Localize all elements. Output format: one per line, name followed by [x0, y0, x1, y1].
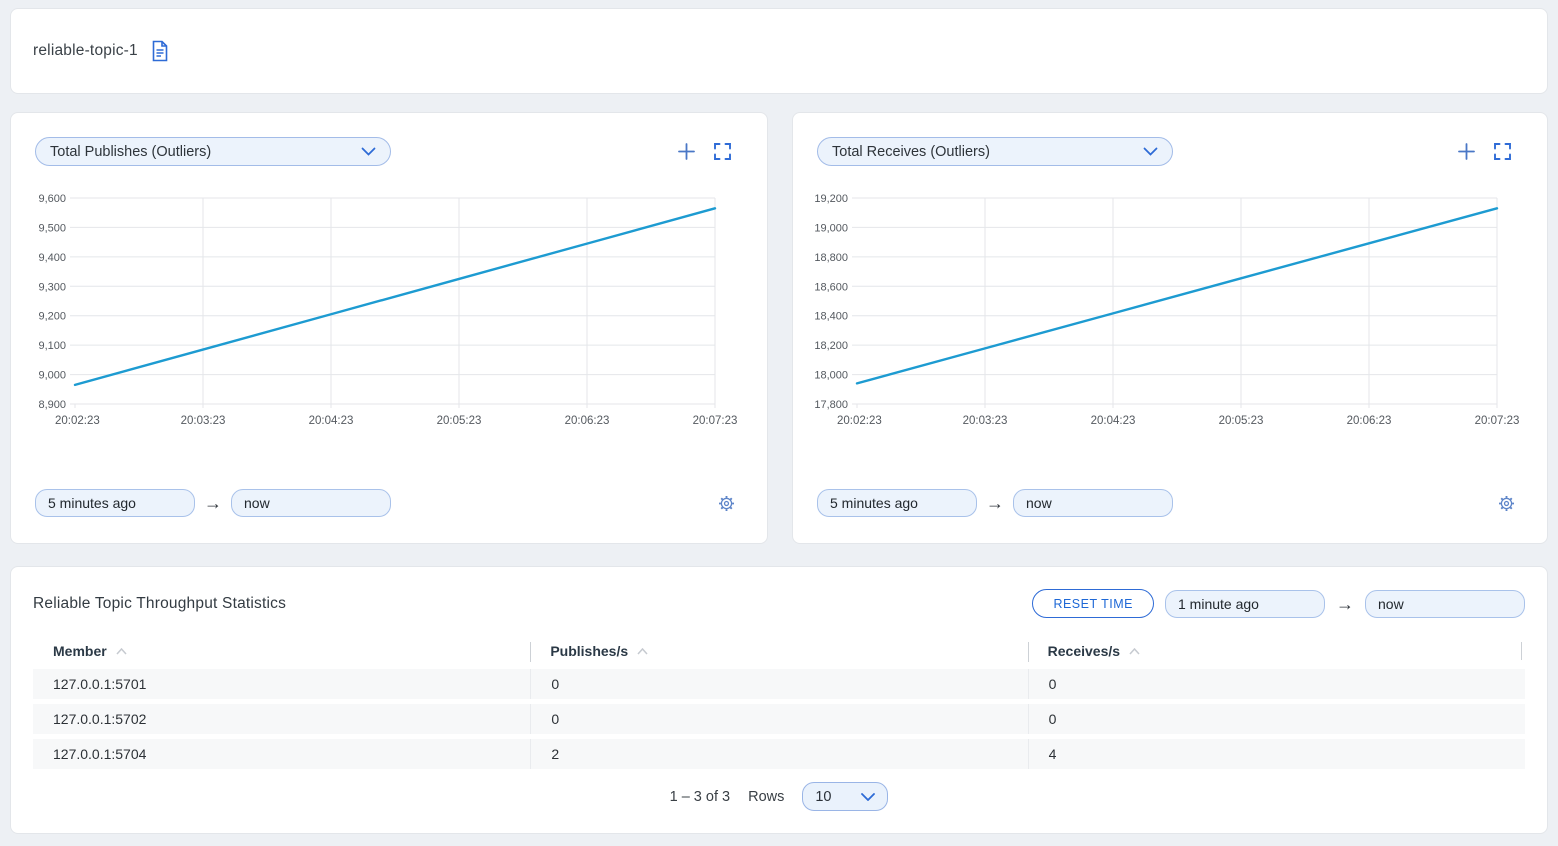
- svg-text:20:04:23: 20:04:23: [309, 415, 354, 427]
- time-from-input[interactable]: [35, 489, 195, 517]
- sort-caret-icon: [116, 647, 127, 655]
- svg-text:17,800: 17,800: [814, 399, 848, 411]
- chevron-down-icon: [861, 792, 876, 801]
- member-cell: 127.0.0.1:5704: [53, 746, 147, 762]
- svg-text:20:02:23: 20:02:23: [837, 415, 882, 427]
- svg-text:9,000: 9,000: [38, 370, 66, 382]
- add-chart-icon[interactable]: [678, 143, 695, 160]
- column-header-label: Publishes/s: [550, 643, 629, 659]
- table-row[interactable]: 127.0.0.1:5704 2 4: [33, 739, 1525, 769]
- svg-text:18,200: 18,200: [814, 340, 848, 352]
- svg-text:19,200: 19,200: [814, 193, 848, 205]
- fullscreen-icon[interactable]: [1494, 143, 1511, 160]
- chart-actions: [678, 143, 743, 160]
- add-chart-icon[interactable]: [1458, 143, 1475, 160]
- svg-text:9,300: 9,300: [38, 281, 66, 293]
- metric-select-label: Total Publishes (Outliers): [50, 143, 212, 160]
- svg-text:9,100: 9,100: [38, 340, 66, 352]
- table-controls: RESET TIME →: [1032, 589, 1525, 618]
- svg-text:20:07:23: 20:07:23: [1475, 415, 1520, 427]
- metric-select-publishes[interactable]: Total Publishes (Outliers): [35, 137, 391, 166]
- fullscreen-icon[interactable]: [714, 143, 731, 160]
- pagination-range: 1 – 3 of 3: [669, 788, 731, 805]
- svg-text:20:07:23: 20:07:23: [693, 415, 738, 427]
- topic-header-card: reliable-topic-1: [10, 8, 1548, 94]
- chevron-down-icon: [1143, 147, 1158, 156]
- settings-icon[interactable]: [718, 495, 735, 512]
- table-row[interactable]: 127.0.0.1:5701 0 0: [33, 669, 1525, 699]
- table-top-row: Reliable Topic Throughput Statistics RES…: [33, 589, 1525, 618]
- svg-text:20:03:23: 20:03:23: [963, 415, 1008, 427]
- metric-select-label: Total Receives (Outliers): [832, 143, 990, 160]
- table-row[interactable]: 127.0.0.1:5702 0 0: [33, 704, 1525, 734]
- svg-text:8,900: 8,900: [38, 399, 66, 411]
- reset-time-button[interactable]: RESET TIME: [1032, 589, 1154, 618]
- svg-text:9,500: 9,500: [38, 222, 66, 234]
- page-title: reliable-topic-1: [33, 42, 138, 59]
- receives-cell: 4: [1027, 739, 1525, 769]
- rows-per-page-select[interactable]: 10: [802, 782, 889, 811]
- publishes-line-chart: 8,900 9,000 9,100 9,200 9,300 9,400 9,500 9,600…: [38, 193, 738, 427]
- arrow-right-icon: →: [1336, 593, 1354, 614]
- chevron-down-icon: [361, 147, 376, 156]
- column-header-member[interactable]: Member: [33, 643, 530, 659]
- time-to-input[interactable]: [1013, 489, 1173, 517]
- publishes-cell: 0: [530, 704, 1027, 734]
- svg-text:20:06:23: 20:06:23: [1347, 415, 1392, 427]
- receives-cell: 0: [1027, 669, 1525, 699]
- time-from-input[interactable]: [817, 489, 977, 517]
- metric-select-receives[interactable]: Total Receives (Outliers): [817, 137, 1173, 166]
- publishes-selector-row: Total Publishes (Outliers): [35, 137, 743, 166]
- svg-text:18,000: 18,000: [814, 370, 848, 382]
- svg-text:19,000: 19,000: [814, 222, 848, 234]
- throughput-table-card: Reliable Topic Throughput Statistics RES…: [10, 566, 1548, 834]
- svg-text:9,200: 9,200: [38, 311, 66, 323]
- publishes-time-row: →: [35, 489, 743, 517]
- receives-cell: 0: [1027, 704, 1525, 734]
- publishes-cell: 2: [530, 739, 1027, 769]
- svg-text:20:06:23: 20:06:23: [565, 415, 610, 427]
- arrow-right-icon: →: [204, 493, 222, 513]
- receives-chart-card: Total Receives (Outliers) 17,800 18,000 18…: [792, 112, 1548, 544]
- settings-icon[interactable]: [1498, 495, 1515, 512]
- member-cell: 127.0.0.1:5701: [53, 676, 147, 692]
- document-icon[interactable]: [150, 40, 170, 62]
- table-title: Reliable Topic Throughput Statistics: [33, 594, 287, 612]
- table-header-row: Member Publishes/s Receives/s: [33, 638, 1525, 664]
- pagination: 1 – 3 of 3 Rows 10: [33, 782, 1525, 811]
- rows-per-page-value: 10: [815, 788, 832, 805]
- svg-text:20:03:23: 20:03:23: [181, 415, 226, 427]
- svg-text:20:05:23: 20:05:23: [1219, 415, 1264, 427]
- svg-text:18,400: 18,400: [814, 311, 848, 323]
- svg-text:20:02:23: 20:02:23: [55, 415, 100, 427]
- svg-text:20:04:23: 20:04:23: [1091, 415, 1136, 427]
- receives-time-row: →: [817, 489, 1523, 517]
- svg-text:20:05:23: 20:05:23: [437, 415, 482, 427]
- table-time-to-input[interactable]: [1365, 589, 1525, 618]
- receives-line-chart: 17,800 18,000 18,200 18,400 18,600 18,800 19,0…: [814, 193, 1520, 427]
- publishes-cell: 0: [530, 669, 1027, 699]
- column-header-publishes[interactable]: Publishes/s: [530, 642, 1027, 662]
- table-time-from-input[interactable]: [1165, 589, 1325, 618]
- rows-per-page-label: Rows: [748, 788, 785, 805]
- column-header-label: Member: [53, 643, 107, 659]
- sort-caret-icon: [637, 647, 648, 655]
- svg-text:9,600: 9,600: [38, 193, 66, 205]
- receives-selector-row: Total Receives (Outliers): [817, 137, 1523, 166]
- svg-text:9,400: 9,400: [38, 252, 66, 264]
- publishes-chart-card: Total Publishes (Outliers) 8,900 9,000 9,1…: [10, 112, 768, 544]
- column-header-receives[interactable]: Receives/s: [1027, 642, 1525, 662]
- column-header-label: Receives/s: [1047, 643, 1121, 659]
- time-to-input[interactable]: [231, 489, 391, 517]
- svg-text:18,600: 18,600: [814, 281, 848, 293]
- sort-caret-icon: [1129, 647, 1140, 655]
- arrow-right-icon: →: [986, 493, 1004, 513]
- chart-actions: [1458, 143, 1523, 160]
- svg-text:18,800: 18,800: [814, 252, 848, 264]
- member-cell: 127.0.0.1:5702: [53, 711, 147, 727]
